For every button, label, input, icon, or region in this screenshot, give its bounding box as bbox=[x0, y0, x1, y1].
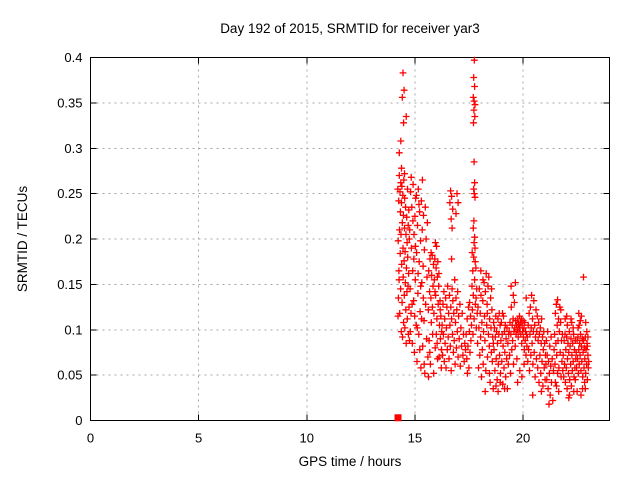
y-tick-label: 0.2 bbox=[64, 232, 82, 247]
x-tick-label: 0 bbox=[87, 431, 94, 446]
x-tick-label: 15 bbox=[408, 431, 422, 446]
y-tick-label: 0.35 bbox=[57, 95, 82, 110]
x-tick-label: 10 bbox=[300, 431, 314, 446]
tick-labels: 0 5 10 15 20 0 0.05 0.1 0.15 0.2 0.25 0.3 0.35 0.4 bbox=[57, 50, 530, 446]
y-tick-label: 0 bbox=[75, 413, 82, 428]
y-tick-label: 0.05 bbox=[57, 368, 82, 383]
y-tick-label: 0.4 bbox=[64, 50, 82, 65]
y-tick-label: 0.25 bbox=[57, 186, 82, 201]
x-axis-label: GPS time / hours bbox=[299, 454, 402, 469]
x-tick-label: 20 bbox=[516, 431, 530, 446]
y-axis-label: SRMTID / TECUs bbox=[15, 186, 30, 293]
grid-lines bbox=[90, 57, 610, 421]
y-tick-label: 0.3 bbox=[64, 141, 82, 156]
series-square-marker bbox=[394, 414, 402, 422]
y-tick-label: 0.1 bbox=[64, 322, 82, 337]
x-tick-label: 5 bbox=[195, 431, 202, 446]
chart-title: Day 192 of 2015, SRMTID for receiver yar… bbox=[220, 21, 480, 36]
series-plus-markers bbox=[394, 56, 593, 408]
y-tick-label: 0.15 bbox=[57, 277, 82, 292]
plot-border bbox=[90, 57, 610, 421]
scatter-points bbox=[394, 56, 593, 422]
